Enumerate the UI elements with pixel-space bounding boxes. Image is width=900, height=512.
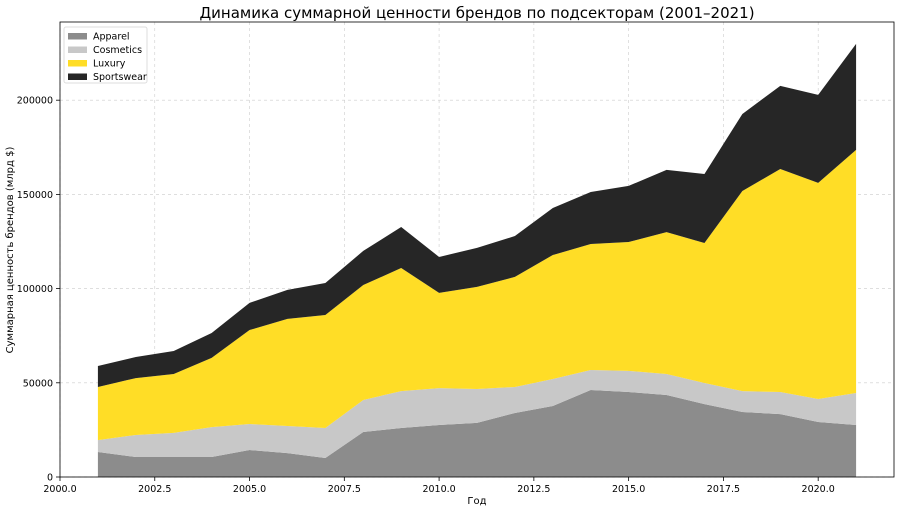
legend-label-luxury: Luxury xyxy=(93,59,126,70)
x-tick-label: 2007.5 xyxy=(328,484,361,495)
legend-swatch-sportswear xyxy=(68,73,87,80)
y-tick-label: 200000 xyxy=(17,96,53,107)
legend-label-sportswear: Sportswear xyxy=(93,72,147,83)
areas xyxy=(97,43,857,477)
legend-swatch-cosmetics xyxy=(68,46,87,53)
y-tick-label: 0 xyxy=(47,473,53,484)
y-axis: 0 50000 100000 150000 200000 xyxy=(17,96,60,484)
area-apparel xyxy=(97,389,857,477)
legend-swatch-apparel xyxy=(68,33,87,40)
x-tick-label: 2010.0 xyxy=(422,484,455,495)
legend-box xyxy=(63,26,148,84)
legend-label-cosmetics: Cosmetics xyxy=(93,45,142,56)
legend-swatch-luxury xyxy=(68,60,87,67)
y-tick-label: 100000 xyxy=(17,284,53,295)
area-cosmetics xyxy=(97,369,857,458)
x-axis: 2000.0 2002.5 2005.0 2007.5 2010.0 2012.5 2015… xyxy=(43,477,835,495)
legend: Apparel Cosmetics Luxury Sportswear xyxy=(63,26,148,84)
chart-title: Динамика суммарной ценности брендов по п… xyxy=(199,4,754,22)
x-tick-label: 2017.5 xyxy=(707,484,740,495)
y-tick-label: 50000 xyxy=(23,378,53,389)
x-axis-label: Год xyxy=(467,496,486,507)
x-tick-label: 2012.5 xyxy=(517,484,550,495)
y-axis-label: Суммарная ценность брендов (млрд $) xyxy=(5,147,16,354)
x-tick-label: 2020.0 xyxy=(802,484,835,495)
x-tick-label: 2005.0 xyxy=(233,484,266,495)
x-tick-label: 2015.0 xyxy=(612,484,645,495)
area-sportswear xyxy=(97,43,857,387)
legend-label-apparel: Apparel xyxy=(93,32,130,43)
area-luxury xyxy=(97,149,857,441)
x-tick-label: 2000.0 xyxy=(43,484,76,495)
plot-frame xyxy=(59,21,895,478)
y-tick-label: 150000 xyxy=(17,190,53,201)
x-tick-label: 2002.5 xyxy=(138,484,171,495)
